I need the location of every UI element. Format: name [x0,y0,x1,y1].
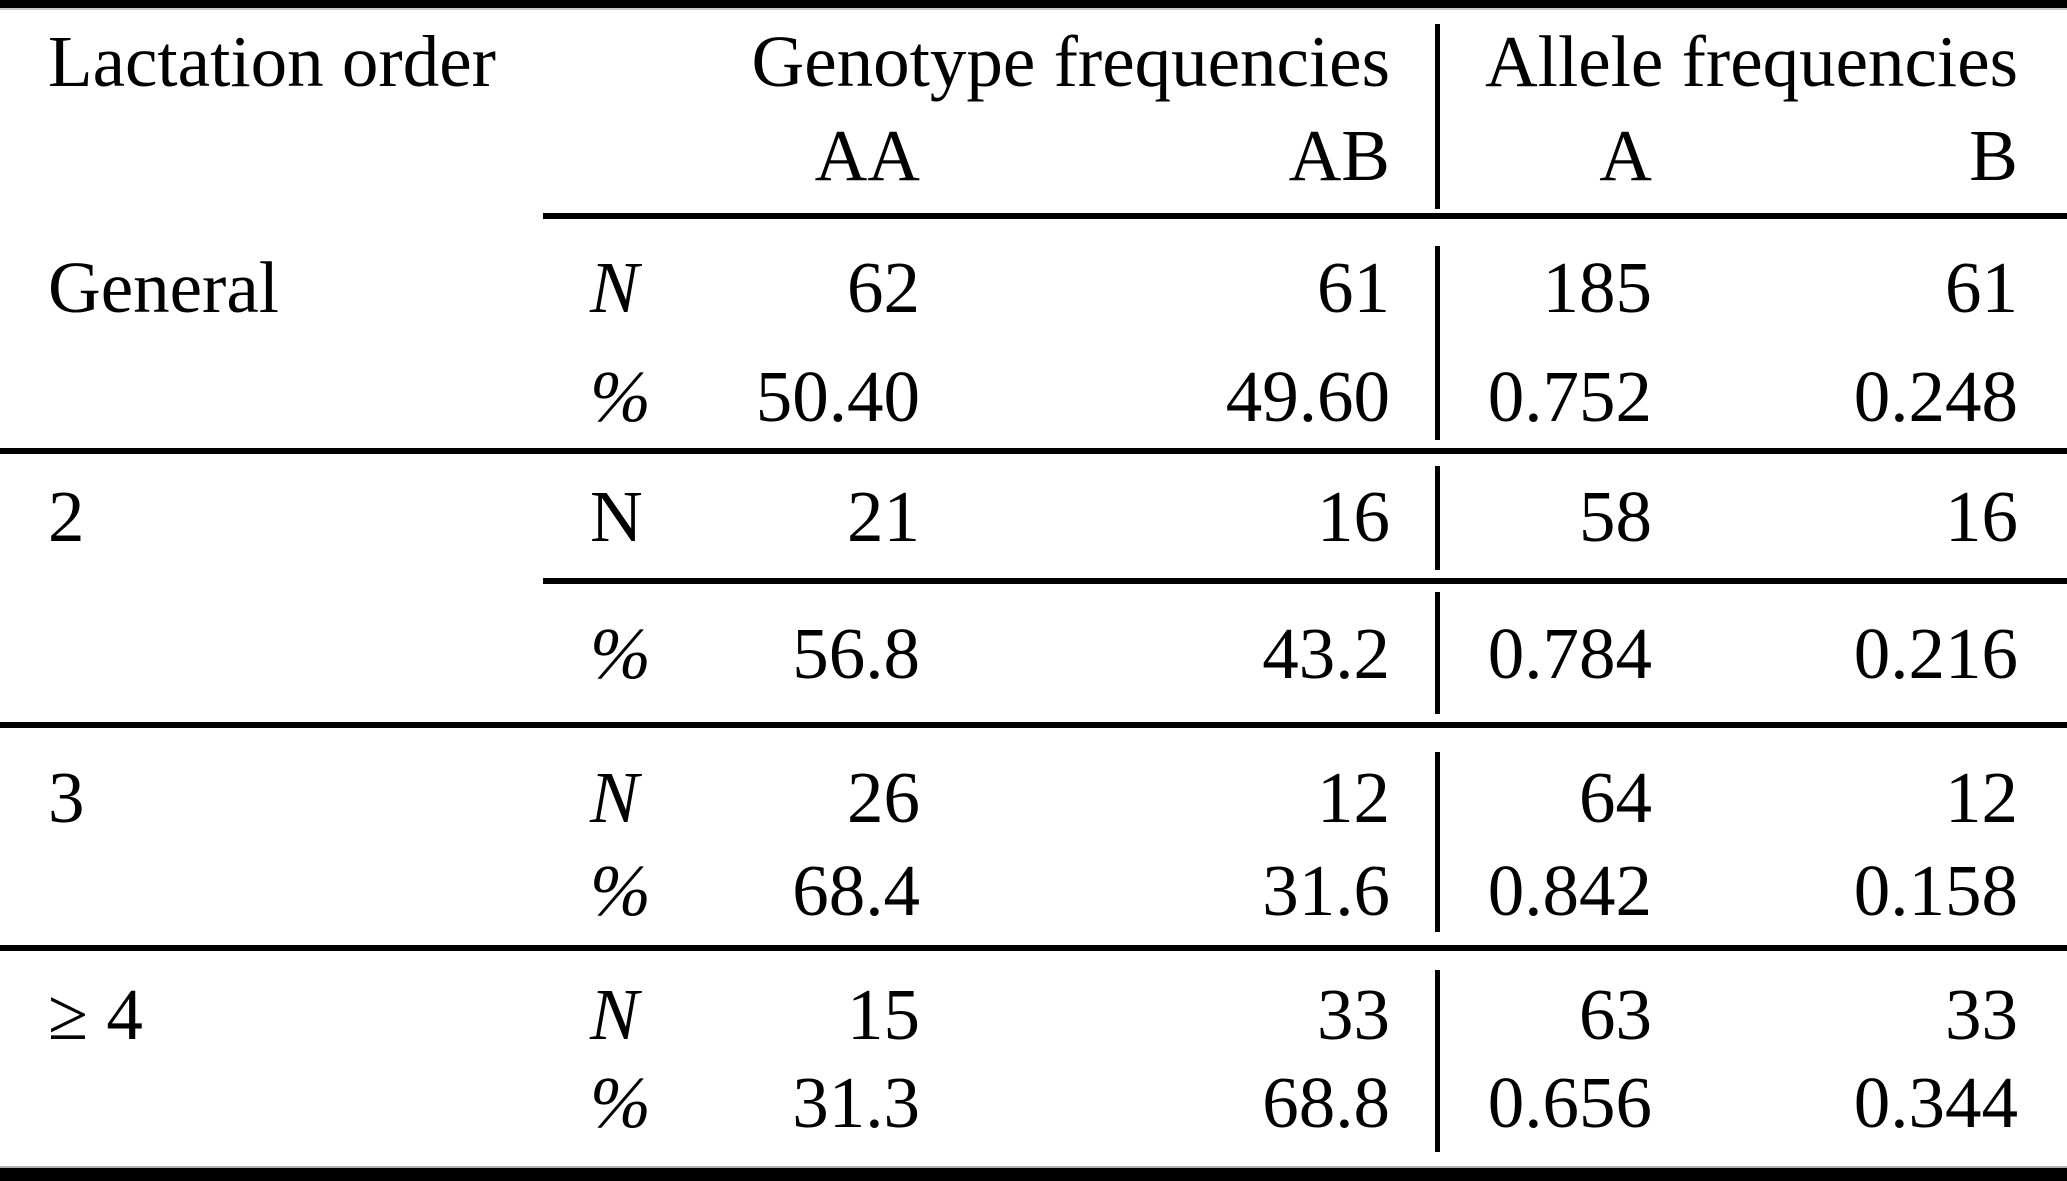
value-general-pct-a: 0.752 [1487,356,1652,437]
column-divider-segment [1435,24,1440,209]
column-divider-segment [1435,970,1440,1152]
table-row-3-count: 3 N 26 12 64 12 [0,728,2067,836]
stat-label-n: N [590,246,639,328]
row-separator-rule [0,945,2067,951]
value-ge4-n-a: 63 [1579,973,1652,1055]
value-ge4-n-ab: 33 [1317,973,1390,1055]
value-3-n-a: 64 [1579,756,1652,838]
row-label-general: General [48,246,280,328]
stat-label-percent: % [590,612,651,694]
value-2-pct-b: 0.216 [1853,612,2018,694]
value-general-n-b: 61 [1945,246,2018,328]
row-2-mid-rule [543,578,2067,584]
value-ge4-pct-ab: 68.8 [1262,1062,1390,1143]
value-ge4-pct-aa: 31.3 [792,1062,920,1143]
value-2-pct-ab: 43.2 [1262,612,1390,694]
value-ge4-n-b: 33 [1945,973,2018,1055]
table-row-2-count: 2 N 21 16 58 16 [0,454,2067,578]
value-3-pct-ab: 31.6 [1262,850,1390,931]
value-general-n-aa: 62 [847,246,920,328]
value-2-n-aa: 21 [847,475,920,557]
row-label-2: 2 [48,475,85,557]
value-2-n-ab: 16 [1317,475,1390,557]
stat-label-n: N [590,756,639,838]
table-row-ge4-percent: % 31.3 68.8 0.656 0.344 [0,1061,2067,1166]
column-header-aa: AA [814,114,920,196]
row-label-ge4: ≥ 4 [48,973,143,1055]
value-3-n-b: 12 [1945,756,2018,838]
value-2-n-b: 16 [1945,475,2018,557]
row-separator-rule [0,722,2067,728]
value-2-pct-aa: 56.8 [792,612,920,694]
value-2-n-a: 58 [1579,475,1652,557]
table-bottom-rule-shadow [0,1166,2067,1168]
group-header-genotype-frequencies: Genotype frequencies [751,21,1390,102]
value-3-pct-a: 0.842 [1487,850,1652,931]
table-header-groups-row: Lactation order Genotype frequencies All… [0,10,2067,113]
table-top-rule [0,0,2067,8]
table-top-rule-shadow [0,8,2067,10]
value-3-pct-aa: 68.4 [792,850,920,931]
value-ge4-pct-b: 0.344 [1853,1062,2018,1143]
table-row-ge4-count: ≥ 4 N 15 33 63 33 [0,951,2067,1061]
row-label-3: 3 [48,756,85,838]
value-general-pct-ab: 49.60 [1225,356,1390,437]
column-divider-segment [1435,752,1440,932]
value-general-n-ab: 61 [1317,246,1390,328]
value-3-n-aa: 26 [847,756,920,838]
stat-label-percent: % [590,1062,651,1143]
column-header-a: A [1599,114,1652,196]
value-general-pct-b: 0.248 [1853,356,2018,437]
table-row-2-percent: % 56.8 43.2 0.784 0.216 [0,584,2067,722]
column-divider-segment [1435,246,1440,440]
column-divider-segment [1435,466,1440,570]
value-general-pct-aa: 50.40 [755,356,920,437]
value-ge4-n-aa: 15 [847,973,920,1055]
column-header-ab: AB [1288,114,1390,196]
column-header-b: B [1969,114,2018,196]
table-row-3-percent: % 68.4 31.6 0.842 0.158 [0,836,2067,945]
value-2-pct-a: 0.784 [1487,612,1652,694]
value-ge4-pct-a: 0.656 [1487,1062,1652,1143]
value-3-pct-b: 0.158 [1853,850,2018,931]
column-divider-segment [1435,592,1440,714]
stat-label-n: N [590,973,639,1055]
row-separator-rule [0,448,2067,454]
value-3-n-ab: 12 [1317,756,1390,838]
column-header-lactation-order: Lactation order [48,21,496,102]
stat-label-percent: % [590,356,651,437]
stat-label-percent: % [590,850,651,931]
stat-label-n: N [590,475,643,557]
group-header-allele-frequencies: Allele frequencies [1484,21,2018,102]
table-row-general-percent: % 50.40 49.60 0.752 0.248 [0,337,2067,448]
table-row-general-count: General N 62 61 185 61 [0,219,2067,337]
header-bottom-rule [543,213,2067,219]
table-header-subcolumns-row: AA AB A B [0,113,2067,213]
table-bottom-rule [0,1168,2067,1181]
value-general-n-a: 185 [1542,246,1653,328]
